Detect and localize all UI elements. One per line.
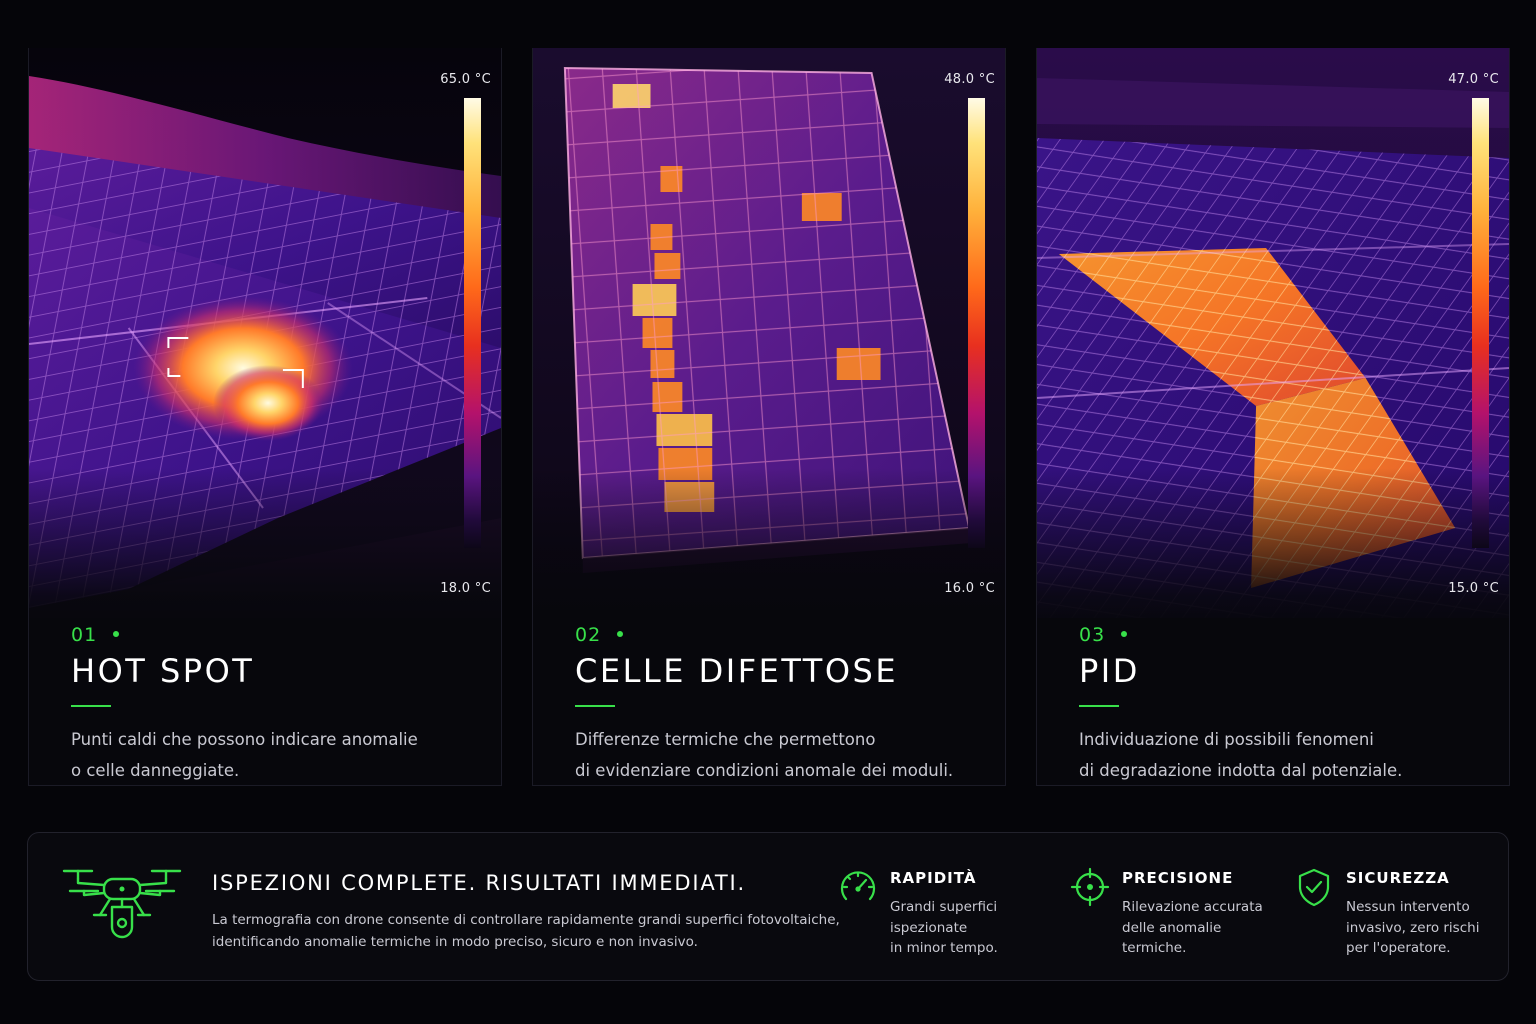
image-fade xyxy=(1037,468,1509,628)
shield-check-icon xyxy=(1298,868,1330,907)
cards-row: 65.0 °C 18.0 °C 01 HOT SPOT Punti caldi … xyxy=(28,48,1510,786)
feature-title: PRECISIONE xyxy=(1122,869,1234,887)
scale-max-label: 65.0 °C xyxy=(440,72,491,87)
scale-max-label: 48.0 °C xyxy=(944,72,995,87)
crosshair-icon xyxy=(1070,867,1110,907)
temperature-scale: 65.0 °C 18.0 °C xyxy=(431,72,491,596)
card-number: 03 xyxy=(1079,624,1128,646)
feature-title: SICUREZZA xyxy=(1346,869,1450,887)
color-scale-bar xyxy=(1472,98,1489,548)
temperature-scale: 48.0 °C 16.0 °C xyxy=(935,72,995,596)
card-hot-spot: 65.0 °C 18.0 °C 01 HOT SPOT Punti caldi … xyxy=(28,48,502,786)
card-title: HOT SPOT xyxy=(71,652,255,690)
scale-max-label: 47.0 °C xyxy=(1448,72,1499,87)
color-scale-bar xyxy=(968,98,985,548)
dot-icon xyxy=(1121,630,1128,637)
card-pid: 47.0 °C 15.0 °C 03 PID Individuazione di… xyxy=(1036,48,1510,786)
drone-icon xyxy=(62,869,182,939)
title-underline xyxy=(1079,705,1119,707)
image-fade xyxy=(533,468,1005,628)
color-scale-bar xyxy=(464,98,481,548)
card-number: 01 xyxy=(71,624,120,646)
feature-description: Nessun intervento invasivo, zero rischi … xyxy=(1346,899,1480,956)
card-description: Punti caldi che possono indicare anomali… xyxy=(71,730,418,780)
speedometer-icon xyxy=(840,871,876,901)
scale-min-label: 18.0 °C xyxy=(440,581,491,596)
title-underline xyxy=(575,705,615,707)
dot-icon xyxy=(617,630,624,637)
feature-description: Grandi superfici ispezionate in minor te… xyxy=(890,899,998,956)
scale-min-label: 15.0 °C xyxy=(1448,581,1499,596)
card-description: Differenze termiche che permettono di ev… xyxy=(575,730,954,780)
card-description: Individuazione di possibili fenomeni di … xyxy=(1079,730,1403,780)
banner-body: La termografia con drone consente di con… xyxy=(212,912,840,950)
image-fade xyxy=(29,468,501,628)
info-banner: ISPEZIONI COMPLETE. RISULTATI IMMEDIATI.… xyxy=(27,832,1509,981)
feature-description: Rilevazione accurata delle anomalie term… xyxy=(1122,899,1263,956)
card-title: CELLE DIFETTOSE xyxy=(575,652,899,690)
feature-title: RAPIDITÀ xyxy=(890,869,977,887)
card-celle-difettose: 48.0 °C 16.0 °C 02 CELLE DIFETTOSE Diffe… xyxy=(532,48,1006,786)
banner-headline: ISPEZIONI COMPLETE. RISULTATI IMMEDIATI. xyxy=(212,871,746,895)
title-underline xyxy=(71,705,111,707)
temperature-scale: 47.0 °C 15.0 °C xyxy=(1439,72,1499,596)
scale-min-label: 16.0 °C xyxy=(944,581,995,596)
card-number: 02 xyxy=(575,624,624,646)
card-title: PID xyxy=(1079,652,1140,690)
dot-icon xyxy=(113,630,120,637)
